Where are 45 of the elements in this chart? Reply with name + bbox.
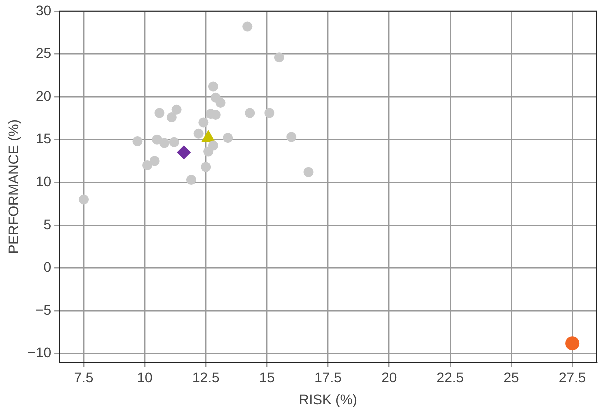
point <box>154 108 165 118</box>
x-tick-label: 17.5 <box>314 370 342 386</box>
point <box>169 137 180 148</box>
point <box>150 156 160 166</box>
point <box>274 52 284 63</box>
point <box>245 108 256 118</box>
x-tick-label: 7.5 <box>74 370 94 386</box>
point <box>166 112 177 123</box>
y-tick-label: −10 <box>28 344 52 361</box>
point <box>142 160 152 170</box>
point <box>204 146 214 157</box>
point <box>304 167 314 178</box>
y-tick-label: 25 <box>36 45 52 62</box>
point <box>223 133 234 144</box>
point <box>286 132 297 142</box>
point <box>186 175 196 186</box>
x-tick-label: 27.5 <box>558 370 586 386</box>
point <box>208 82 218 92</box>
y-axis-title: PERFORMANCE (%) <box>5 120 22 254</box>
x-tick-label: 12.5 <box>192 370 220 386</box>
point <box>198 118 209 128</box>
point <box>264 108 275 118</box>
x-tick-label: 22.5 <box>436 370 464 386</box>
x-tick-label: 20 <box>382 370 398 386</box>
point <box>201 162 212 172</box>
point <box>132 136 143 147</box>
x-axis-title: RISK (%) <box>299 391 358 408</box>
y-tick-label: 20 <box>36 88 52 104</box>
x-tick-label: 10 <box>137 370 154 386</box>
y-tick-label: −5 <box>36 302 52 318</box>
point <box>242 22 253 32</box>
x-tick-label: 15 <box>259 370 276 386</box>
point <box>78 194 89 205</box>
y-tick-label: 10 <box>36 173 52 190</box>
point <box>194 128 204 139</box>
y-tick-label: 0 <box>44 259 52 276</box>
point <box>172 104 182 115</box>
x-tick-label: 25 <box>504 370 520 386</box>
point <box>177 146 192 160</box>
y-tick-label: 5 <box>44 216 52 232</box>
point <box>216 98 226 108</box>
y-tick-label: 15 <box>36 130 52 147</box>
point <box>566 336 580 351</box>
y-tick-label: 30 <box>36 2 52 18</box>
point <box>160 138 170 148</box>
